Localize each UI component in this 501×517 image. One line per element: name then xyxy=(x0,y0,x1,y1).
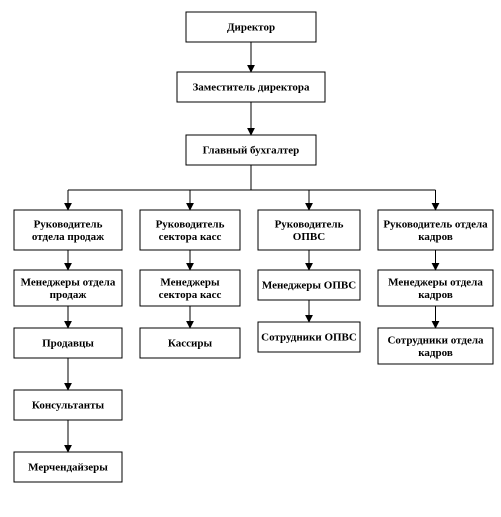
node-head_cash-label: сектора касс xyxy=(159,231,222,243)
node-chief_acc: Главный бухгалтер xyxy=(186,135,316,165)
node-cashiers-label: Кассиры xyxy=(168,338,213,350)
node-emp_opvs-label: Сотрудники ОПВС xyxy=(261,332,357,344)
org-chart: Директор Заместитель директора Главный бух… xyxy=(0,0,501,517)
node-mgr_opvs: Менеджеры ОПВС xyxy=(258,270,360,300)
node-cashiers: Кассиры xyxy=(140,328,240,358)
node-mgr_sales-label: продаж xyxy=(50,289,87,301)
node-head_sales: Руководительотдела продаж xyxy=(14,210,122,250)
node-head_opvs: РуководительОПВС xyxy=(258,210,360,250)
node-sellers-label: Продавцы xyxy=(42,338,94,350)
node-emp_hr-label: кадров xyxy=(418,347,453,359)
node-mgr_sales-label: Менеджеры отдела xyxy=(21,276,116,288)
node-head_opvs-label: Руководитель xyxy=(275,218,344,230)
node-head_hr-label: Руководитель отдела xyxy=(383,218,488,230)
node-mgr_cash-label: Менеджеры xyxy=(160,276,220,288)
node-emp_opvs: Сотрудники ОПВС xyxy=(258,322,360,352)
node-consultants: Консультанты xyxy=(14,390,122,420)
node-sellers: Продавцы xyxy=(14,328,122,358)
node-director-label: Директор xyxy=(227,22,275,34)
node-director: Директор xyxy=(186,12,316,42)
node-emp_hr-label: Сотрудники отдела xyxy=(387,334,484,346)
node-mgr_cash-label: сектора касс xyxy=(159,289,222,301)
node-merch-label: Мерчендайзеры xyxy=(28,462,108,474)
node-deputy: Заместитель директора xyxy=(177,72,325,102)
node-head_hr: Руководитель отделакадров xyxy=(378,210,493,250)
node-consultants-label: Консультанты xyxy=(32,400,105,412)
node-head_cash: Руководительсектора касс xyxy=(140,210,240,250)
node-deputy-label: Заместитель директора xyxy=(192,82,310,94)
node-head_hr-label: кадров xyxy=(418,231,453,243)
node-mgr_opvs-label: Менеджеры ОПВС xyxy=(262,280,356,292)
node-chief_acc-label: Главный бухгалтер xyxy=(203,145,300,157)
node-head_cash-label: Руководитель xyxy=(156,218,225,230)
node-mgr_sales: Менеджеры отделапродаж xyxy=(14,270,122,306)
node-head_sales-label: отдела продаж xyxy=(32,231,104,243)
node-mgr_cash: Менеджерысектора касс xyxy=(140,270,240,306)
node-mgr_hr-label: Менеджеры отдела xyxy=(388,276,483,288)
node-mgr_hr: Менеджеры отделакадров xyxy=(378,270,493,306)
node-merch: Мерчендайзеры xyxy=(14,452,122,482)
node-mgr_hr-label: кадров xyxy=(418,289,453,301)
node-emp_hr: Сотрудники отделакадров xyxy=(378,328,493,364)
node-head_sales-label: Руководитель xyxy=(34,218,103,230)
node-head_opvs-label: ОПВС xyxy=(293,231,325,243)
